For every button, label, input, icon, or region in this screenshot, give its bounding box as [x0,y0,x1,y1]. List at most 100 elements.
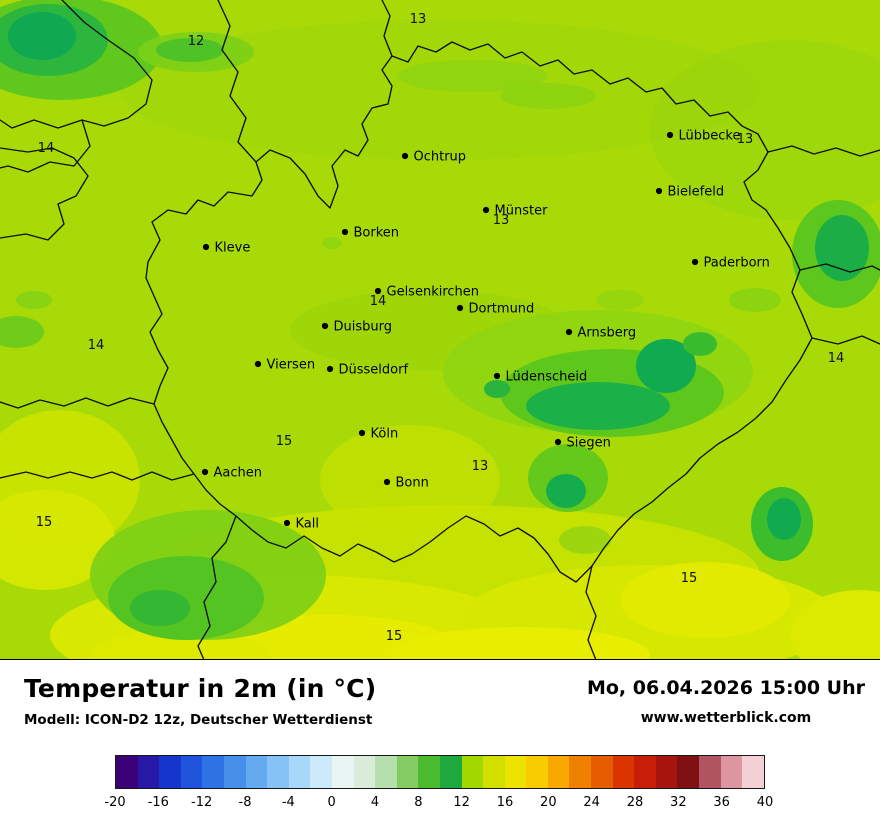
city-marker: Paderborn [691,256,770,271]
temperature-value-label: 15 [36,515,53,530]
colorbar-tick: 28 [626,795,644,810]
colorbar-tick: 40 [756,795,774,810]
colorbar-tick-labels: -20 -16 -12 -8 -4 0 4 8 12 16 20 24 28 32 36 40 [104,795,773,813]
colorbar-tick: -12 [191,795,213,810]
city-dot [358,429,366,437]
colorbar-segment [137,756,160,788]
colorbar-segment [159,756,181,788]
city-marker: Siegen [554,436,611,451]
colorbar-segment [418,756,440,788]
city-label: Düsseldorf [339,363,409,378]
colorbar-tick: 16 [496,795,514,810]
temperature-value-label: 14 [828,351,845,366]
city-dot [554,438,562,446]
city-dot [493,372,501,380]
city-dot [482,206,490,214]
colorbar-segment [526,756,548,788]
city-dot [341,228,349,236]
city-marker: Kall [283,517,320,532]
colorbar-segment [569,756,592,788]
city-marker: Dortmund [456,302,535,317]
website-link[interactable]: www.wetterblick.com [640,710,812,726]
city-label: Kall [296,517,320,532]
city-dot [283,519,291,527]
city-label: Arnsberg [578,326,637,341]
colorbar-tick: -20 [104,795,126,810]
colorbar-tick: 20 [540,795,557,810]
colorbar-segment [180,756,203,788]
colorbar-segment [699,756,721,788]
forecast-datetime: Mo, 06.04.2026 15:00 Uhr [586,677,865,699]
temperature-value-label: 15 [386,629,403,644]
city-dot [666,131,674,139]
city-marker: Aachen [201,466,262,481]
city-marker: Arnsberg [565,326,637,341]
colorbar-segment [720,756,743,788]
colorbar-tick: -4 [281,795,295,810]
colorbar-tick: -8 [238,795,252,810]
colorbar-segment [331,756,354,788]
city-dot [374,287,382,295]
city-dot [326,365,334,373]
temperature-field [0,0,880,659]
city-dot [383,478,391,486]
temperature-value-label: 15 [276,434,293,449]
city-dot [401,152,409,160]
temperature-value-label: 12 [188,34,205,49]
city-dot [321,322,329,330]
colorbar-segment [202,756,224,788]
colorbar-segment [677,756,700,788]
city-marker: Münster [482,204,549,219]
colorbar-segment [353,756,376,788]
city-dot [456,304,464,312]
colorbar-segment [742,756,764,788]
colorbar-tick: 36 [713,795,730,810]
colorbar-tick: 12 [453,795,470,810]
city-label: Bonn [396,476,429,491]
city-label: Kleve [215,241,251,256]
colorbar-segment [504,756,527,788]
colorbar-segment [634,756,656,788]
footer-right-column: Mo, 06.04.2026 15:00 Uhr www.wetterblick… [587,677,865,726]
city-label: Gelsenkirchen [387,285,480,300]
city-dot [691,258,699,266]
temperature-value-label: 13 [737,132,754,147]
city-marker: Lüdenscheid [493,370,587,385]
colorbar-segment [439,756,462,788]
model-info: Modell: ICON-D2 12z, Deutscher Wetterdie… [24,712,373,728]
city-dot [655,187,663,195]
city-marker: Kleve [202,241,251,256]
colorbar-segment [288,756,311,788]
temperature-value-label: 13 [472,459,489,474]
colorbar-segment [461,756,484,788]
colorbar-tick: 4 [370,795,380,810]
temperature-value-label: 13 [410,12,427,27]
map-svg: Ochtrup Lübbecke Bielefeld Münster Borken Kle… [0,0,880,659]
colorbar-tick: 8 [414,795,423,810]
temperature-value-label: 14 [88,338,105,353]
temperature-map: Ochtrup Lübbecke Bielefeld Münster Borken Kle… [0,0,880,660]
city-marker: Ochtrup [401,150,466,165]
city-marker: Lübbecke [666,129,740,144]
colorbar-segment [375,756,397,788]
temperature-value-label: 14 [370,294,387,309]
colorbar-segment [655,756,678,788]
colorbar-segment [396,756,419,788]
city-dot [565,328,573,336]
city-marker: Gelsenkirchen [374,285,480,300]
city-label: Siegen [567,436,611,451]
temperature-value-label: 15 [681,571,698,586]
colorbar-segment [245,756,268,788]
colorbar-segment [612,756,635,788]
city-label: Köln [371,427,399,442]
city-label: Duisburg [334,320,393,335]
colorbar-tick: 0 [327,795,336,810]
map-footer: Temperatur in 2m (in °C) Modell: ICON-D2… [0,661,880,830]
colorbar-segment [116,756,138,788]
colorbar-segment [267,756,289,788]
city-label: Dortmund [469,302,535,317]
city-label: Münster [495,204,549,219]
colorbar-segment [483,756,505,788]
colorbar-segment [310,756,332,788]
temperature-scale: -20 -16 -12 -8 -4 0 4 8 12 16 20 24 28 32 36 40 [104,755,773,813]
